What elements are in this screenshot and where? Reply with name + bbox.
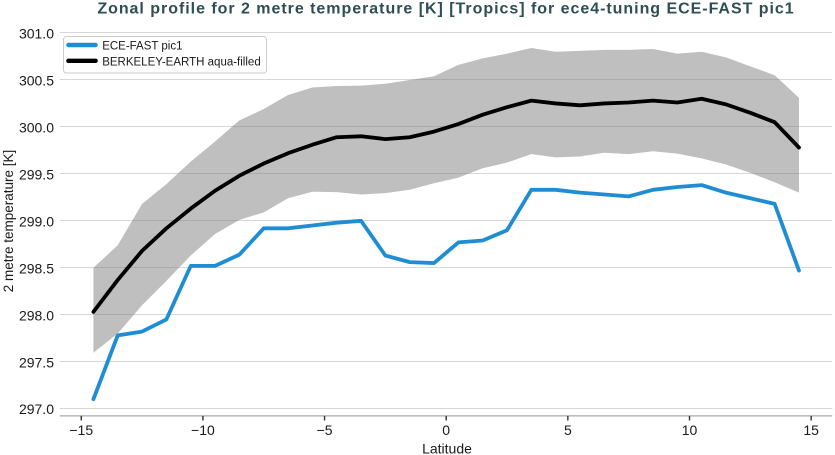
svg-text:299.5: 299.5 [19, 166, 54, 182]
svg-text:0: 0 [442, 422, 450, 438]
svg-text:298.0: 298.0 [19, 307, 54, 323]
svg-text:Latitude: Latitude [422, 441, 472, 455]
svg-text:298.5: 298.5 [19, 260, 54, 276]
svg-text:299.0: 299.0 [19, 213, 54, 229]
svg-text:−15: −15 [69, 422, 93, 438]
svg-text:−10: −10 [191, 422, 215, 438]
svg-text:Zonal profile for 2 metre temp: Zonal profile for 2 metre temperature [K… [97, 1, 794, 18]
svg-text:5: 5 [564, 422, 572, 438]
svg-text:ECE-FAST pic1: ECE-FAST pic1 [102, 41, 182, 53]
svg-text:BERKELEY-EARTH aqua-filled: BERKELEY-EARTH aqua-filled [102, 56, 261, 68]
svg-text:301.0: 301.0 [19, 26, 54, 42]
svg-text:300.0: 300.0 [19, 120, 54, 136]
svg-text:15: 15 [803, 422, 819, 438]
svg-text:300.5: 300.5 [19, 73, 54, 89]
svg-text:297.5: 297.5 [19, 354, 54, 370]
svg-text:2 metre temperature [K]: 2 metre temperature [K] [1, 150, 16, 293]
svg-text:297.0: 297.0 [19, 401, 54, 417]
svg-text:10: 10 [682, 422, 698, 438]
svg-text:−5: −5 [317, 422, 333, 438]
